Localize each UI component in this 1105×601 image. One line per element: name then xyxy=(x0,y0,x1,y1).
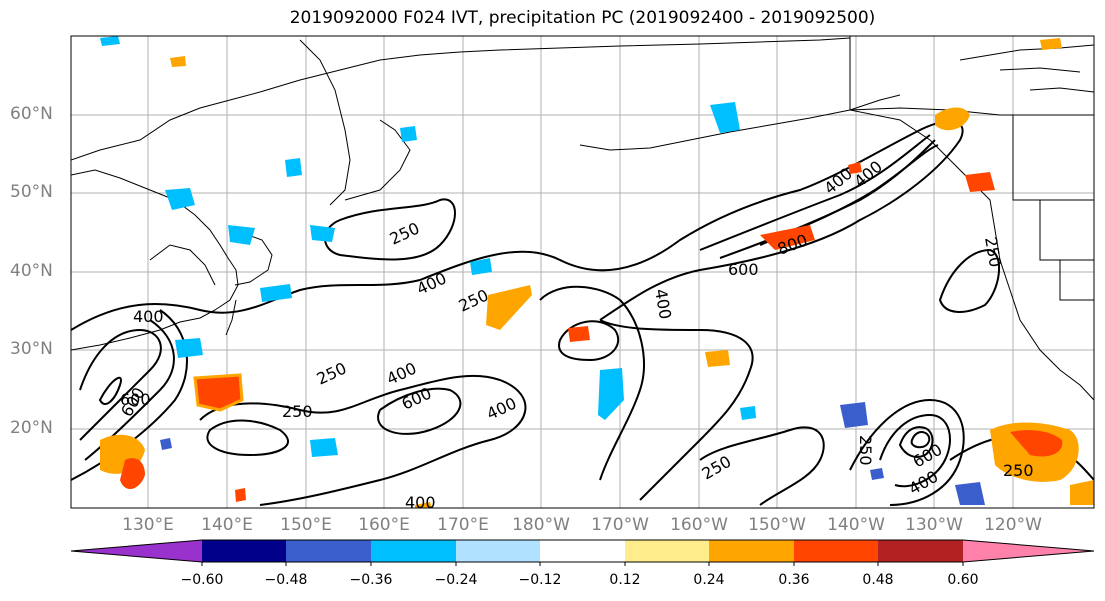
colorbar-tick-label: −0.12 xyxy=(518,572,562,588)
contour-label: 250 xyxy=(1003,461,1034,480)
lat-label: 20°N xyxy=(10,418,53,438)
contour-label: 250 xyxy=(282,402,313,421)
colorbar-tick-label: 0.36 xyxy=(778,572,810,588)
lon-label: 140°E xyxy=(201,515,253,535)
lon-label: 120°W xyxy=(984,515,1042,535)
lon-label: 150°E xyxy=(280,515,332,535)
contour-label: 400 xyxy=(405,493,436,512)
graticule xyxy=(71,36,1094,508)
colorbar-segment xyxy=(794,540,878,562)
contour-label: 250 xyxy=(856,435,875,466)
lon-label: 170°W xyxy=(591,515,649,535)
contour-label: 400 xyxy=(133,307,164,326)
colorbar-tick-label: 0.48 xyxy=(862,572,894,588)
lon-label: 140°W xyxy=(827,515,885,535)
lon-label: 160°W xyxy=(670,515,728,535)
contour-label: 600 xyxy=(120,390,151,409)
colorbar-extension-high xyxy=(963,540,1094,562)
colorbar-segment xyxy=(878,540,963,562)
colorbar-segment xyxy=(202,540,286,562)
colorbar-tick-label: −0.60 xyxy=(180,572,224,588)
colorbar-tick-label: −0.24 xyxy=(434,572,478,588)
colorbar-tick-label: −0.48 xyxy=(264,572,308,588)
lat-label: 60°N xyxy=(10,104,53,124)
lon-label: 150°W xyxy=(748,515,806,535)
precip-pc-positive xyxy=(100,38,1094,508)
lon-label: 180°W xyxy=(512,515,570,535)
coastlines xyxy=(71,36,1094,401)
colorbar-tick-label: 0.60 xyxy=(947,572,979,588)
lat-label: 30°N xyxy=(10,339,53,359)
figure-title: 2019092000 F024 IVT, precipitation PC (2… xyxy=(289,8,876,28)
lat-label: 50°N xyxy=(10,182,53,202)
lon-label: 170°E xyxy=(437,515,489,535)
colorbar-extension-low xyxy=(71,540,202,562)
lon-label: 130°W xyxy=(905,515,963,535)
colorbar-tick-label: 0.12 xyxy=(609,572,641,588)
colorbar-segment xyxy=(540,540,625,562)
colorbar-segment xyxy=(456,540,540,562)
precip-pc-negative xyxy=(100,36,985,505)
colorbar-segment xyxy=(625,540,709,562)
colorbar-tick-label: −0.36 xyxy=(349,572,393,588)
contour-label: 600 xyxy=(728,260,759,279)
colorbar-segment xyxy=(709,540,794,562)
map-frame xyxy=(70,35,1095,509)
lon-label: 130°E xyxy=(122,515,174,535)
lon-label: 160°E xyxy=(358,515,410,535)
colorbar-segment xyxy=(286,540,371,562)
lat-label: 40°N xyxy=(10,261,53,281)
colorbar-tick-label: 0.24 xyxy=(693,572,725,588)
colorbar-segment xyxy=(371,540,456,562)
